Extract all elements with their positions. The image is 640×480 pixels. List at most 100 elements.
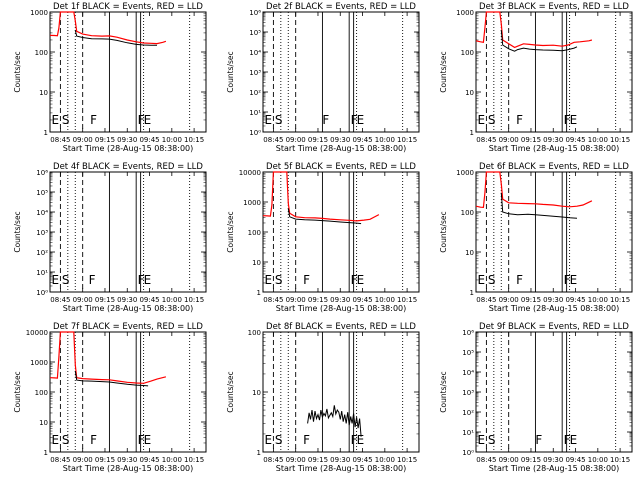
y-tick-label: 10: [252, 389, 261, 397]
x-axis-label: Start Time (28-Aug-15 08:38:00): [276, 304, 407, 313]
lld-series-line: [262, 171, 380, 222]
x-tick-label: 08:45: [263, 296, 283, 304]
y-tick-label: 1: [257, 449, 261, 457]
y-tick-label: 10⁵: [462, 349, 474, 357]
y-tick-label: 10: [465, 249, 474, 257]
x-tick-label: 09:00: [499, 296, 519, 304]
panel-title: Det 3f BLACK = Events, RED = LLD: [479, 2, 629, 12]
x-tick-label: 10:15: [610, 136, 630, 144]
marker-f: F: [138, 433, 145, 447]
y-tick-label: 1000: [30, 9, 48, 17]
plot-frame: [262, 331, 420, 453]
x-tick-label: 08:45: [50, 456, 70, 464]
events-series-line: [307, 405, 362, 437]
y-tick-label: 100: [248, 329, 261, 337]
x-tick-label: 09:00: [286, 136, 306, 144]
x-tick-label: 09:00: [286, 456, 306, 464]
marker-e: E: [357, 433, 365, 447]
y-tick-label: 10⁰: [462, 449, 474, 457]
x-tick-label: 08:45: [476, 136, 496, 144]
y-tick-label: 10¹: [462, 429, 474, 437]
marker-f: F: [138, 113, 145, 127]
x-tick-label: 10:15: [397, 456, 417, 464]
x-tick-label: 09:00: [73, 136, 93, 144]
panel-title: Det 2f BLACK = Events, RED = LLD: [266, 2, 416, 12]
marker-s: S: [488, 273, 496, 287]
marker-e: E: [477, 273, 485, 287]
y-tick-label: 10: [39, 89, 48, 97]
marker-e: E: [570, 273, 578, 287]
y-tick-label: 10⁰: [249, 129, 261, 137]
y-tick-label: 1: [470, 289, 474, 297]
marker-s: S: [488, 433, 496, 447]
x-tick-label: 09:45: [352, 136, 372, 144]
panel-title: Det 4f BLACK = Events, RED = LLD: [53, 162, 203, 172]
panel-det-3: Det 3f BLACK = Events, RED = LLD 08:45 09:…: [439, 2, 633, 153]
x-tick-label: 10:15: [610, 296, 630, 304]
lld-series-line: [49, 331, 167, 384]
y-tick-label: 10³: [36, 229, 48, 237]
x-tick-label: 09:30: [543, 136, 563, 144]
x-tick-label: 09:30: [330, 136, 350, 144]
x-tick-label: 09:15: [308, 296, 328, 304]
marker-s: S: [275, 433, 283, 447]
marker-s: S: [488, 113, 496, 127]
x-tick-label: 09:30: [117, 296, 137, 304]
marker-f: F: [90, 433, 97, 447]
y-tick-label: 100: [461, 209, 474, 217]
x-tick-label: 09:45: [352, 456, 372, 464]
x-tick-label: 10:15: [397, 296, 417, 304]
x-tick-label: 09:45: [139, 456, 159, 464]
lld-series-line: [49, 11, 167, 45]
marker-f: F: [303, 273, 310, 287]
y-axis-label: Counts/sec: [439, 211, 448, 252]
y-tick-label: 100: [35, 389, 48, 397]
marker-f: F: [351, 433, 358, 447]
x-tick-label: 09:45: [565, 456, 585, 464]
marker-f: F: [351, 273, 358, 287]
x-axis-label: Start Time (28-Aug-15 08:38:00): [489, 304, 620, 313]
x-tick-label: 10:15: [184, 456, 204, 464]
plot-frame: [475, 171, 633, 293]
y-tick-label: 100: [35, 49, 48, 57]
y-axis-label: Counts/sec: [13, 51, 22, 92]
panel-title: Det 1f BLACK = Events, RED = LLD: [53, 2, 203, 12]
y-tick-label: 10⁶: [462, 329, 474, 337]
x-tick-label: 09:15: [95, 456, 115, 464]
panel-title: Det 8f BLACK = Events, RED = LLD: [266, 322, 416, 332]
x-tick-label: 09:30: [543, 296, 563, 304]
y-tick-label: 10³: [249, 69, 261, 77]
x-axis-label: Start Time (28-Aug-15 08:38:00): [63, 464, 194, 473]
x-tick-label: 09:45: [565, 296, 585, 304]
y-axis-label: Counts/sec: [13, 211, 22, 252]
y-tick-label: 1: [44, 449, 48, 457]
x-tick-label: 09:00: [499, 456, 519, 464]
y-axis-label: Counts/sec: [13, 371, 22, 412]
marker-e: E: [51, 433, 59, 447]
panel-title: Det 5f BLACK = Events, RED = LLD: [266, 162, 416, 172]
x-tick-label: 09:30: [330, 296, 350, 304]
plot-frame: [262, 11, 420, 133]
events-series-line: [287, 208, 362, 225]
x-tick-label: 08:45: [263, 136, 283, 144]
marker-e: E: [477, 433, 485, 447]
y-tick-label: 1000: [30, 359, 48, 367]
marker-f: F: [516, 273, 523, 287]
plot-frame: [49, 331, 207, 453]
marker-s: S: [62, 113, 70, 127]
x-tick-label: 09:30: [330, 456, 350, 464]
x-axis-label: Start Time (28-Aug-15 08:38:00): [63, 144, 194, 153]
marker-e: E: [570, 113, 578, 127]
x-tick-label: 10:00: [162, 456, 182, 464]
y-tick-label: 1: [44, 129, 48, 137]
y-tick-label: 10⁴: [462, 369, 474, 377]
y-tick-label: 1: [257, 289, 261, 297]
x-tick-label: 10:00: [162, 296, 182, 304]
x-tick-label: 09:45: [352, 296, 372, 304]
plot-frame: [49, 171, 207, 293]
